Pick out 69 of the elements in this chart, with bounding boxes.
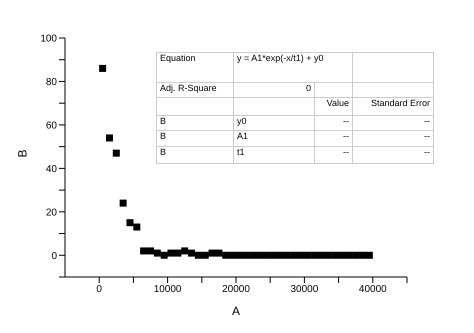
annotation: -- [314,116,353,130]
point [133,224,140,231]
point [229,252,236,259]
x-tick-label: 40000 [358,284,388,296]
y-axis-title: B [15,149,30,158]
text: -- [352,130,434,146]
annotation: y = A1*exp(-x/t1) + y0 [234,52,353,82]
point [366,252,373,259]
annotation: y0 [234,116,314,130]
point [242,252,250,259]
point [256,252,264,259]
point [160,252,168,259]
point [215,250,222,257]
annotation: B [156,146,234,164]
point [126,219,134,226]
x-axis-title: A [232,304,240,318]
x-tick-label: 30000 [290,284,319,296]
annotation: B [156,130,234,146]
y-tick-label: 100 [40,34,58,45]
point [188,250,196,257]
point [250,252,257,259]
point [263,252,270,259]
point [359,252,366,259]
point [222,252,230,259]
y-tick-label: 20 [46,207,58,218]
point [352,252,360,259]
annotation: t1 [234,146,314,164]
point [304,252,312,259]
annotation: Standard Error [352,98,434,116]
point [345,252,352,259]
point [236,252,243,259]
x-tick-label: 20000 [222,284,250,296]
point [106,134,113,142]
point [208,250,216,257]
point [311,252,318,259]
point [338,252,346,259]
point [168,250,175,257]
point [284,252,291,259]
y-tick-label: 40 [46,164,58,175]
point [174,250,182,257]
annotation: B [156,116,234,130]
y-tick-label: 60 [46,120,58,132]
x-tick-label: 0 [96,284,102,296]
point [290,252,298,259]
point [324,252,332,259]
point [194,252,202,259]
point [99,64,106,72]
point [332,252,339,259]
point [112,150,120,157]
point [202,252,209,259]
annotation: 0 [234,82,314,98]
point [181,247,188,254]
annotation: A1 [234,130,314,146]
y-tick-label: 80 [46,77,58,88]
y-tick-label: 0 [51,250,58,262]
point [270,252,278,259]
annotation: -- [314,130,353,146]
annotation: -- [314,146,353,164]
annotation: Value [314,98,353,116]
text: -- [352,146,434,164]
annotation: Equation [156,52,234,82]
x-tick-label: 10000 [154,284,182,296]
point [297,252,304,259]
text: -- [352,116,434,130]
point [276,252,284,259]
point [120,200,127,207]
point [140,247,148,254]
annotation: Adj. R-Square [156,82,234,98]
point [154,250,161,257]
